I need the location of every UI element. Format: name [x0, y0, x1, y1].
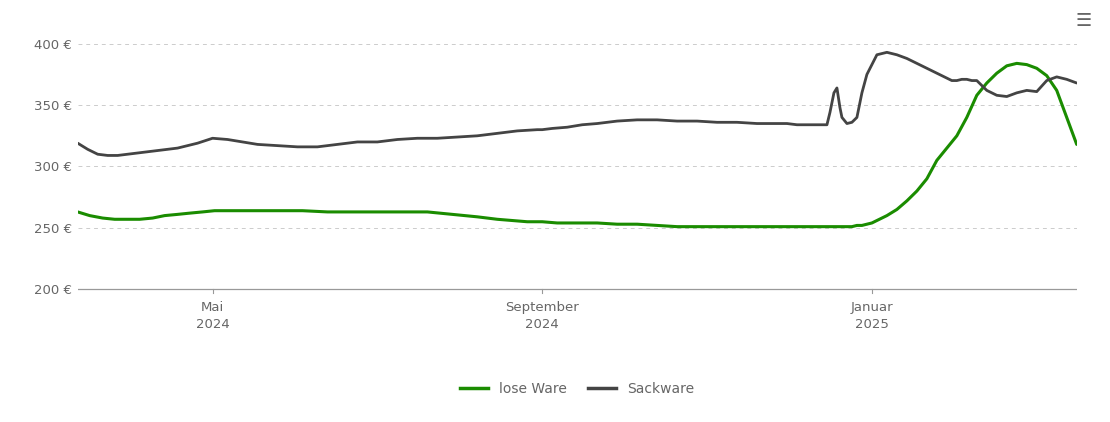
- Text: 2024: 2024: [195, 318, 230, 330]
- Text: Januar: Januar: [850, 301, 894, 314]
- Text: September: September: [505, 301, 579, 314]
- Legend: lose Ware, Sackware: lose Ware, Sackware: [455, 377, 699, 402]
- Text: 2025: 2025: [855, 318, 889, 330]
- Text: 2024: 2024: [525, 318, 559, 330]
- Text: Mai: Mai: [201, 301, 224, 314]
- Text: ☰: ☰: [1076, 12, 1091, 30]
